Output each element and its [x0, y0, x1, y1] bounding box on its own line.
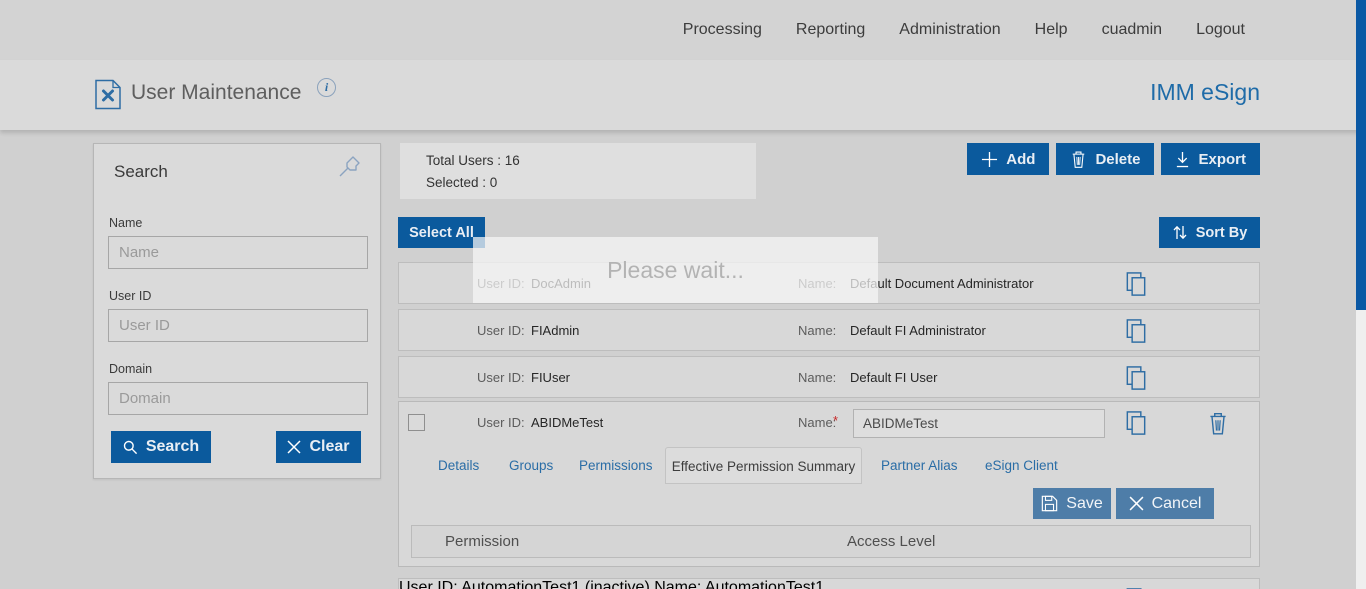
user-row-fiadmin[interactable]: User ID: FIAdmin Name: Default FI Admini…	[398, 309, 1260, 351]
tab-groups[interactable]: Groups	[509, 458, 554, 473]
name-value: Default FI User	[850, 370, 938, 385]
userid-label: User ID:	[477, 323, 525, 338]
domain-field-label: Domain	[109, 362, 153, 376]
tab-details[interactable]: Details	[438, 458, 480, 473]
userid-value: AutomationTest1 (inactive)	[461, 579, 650, 589]
column-permission: Permission	[445, 533, 520, 550]
name-edit-input[interactable]	[853, 409, 1105, 438]
userid-value: FIUser	[531, 370, 570, 385]
clear-button-label: Clear	[309, 438, 350, 455]
brand-logo: IMM eSign	[1150, 79, 1260, 105]
save-button-label: Save	[1066, 494, 1103, 512]
userid-value: FIAdmin	[531, 323, 580, 338]
info-icon[interactable]: i	[317, 78, 336, 97]
page-header: User Maintenance i IMM eSign	[0, 60, 1366, 130]
column-access-level: Access Level	[847, 533, 936, 550]
delete-button-label: Delete	[1095, 150, 1141, 168]
userid-value: ABIDMeTest	[531, 415, 604, 430]
trash-icon[interactable]	[1207, 411, 1229, 436]
name-value: AutomationTest1	[704, 579, 825, 589]
name-field-label: Name	[109, 216, 143, 230]
nav-help[interactable]: Help	[1034, 21, 1068, 38]
add-button[interactable]: Add	[967, 143, 1050, 175]
page-scrollbar[interactable]	[1356, 0, 1366, 589]
name-search-input[interactable]	[108, 236, 368, 269]
name-label: Name:	[798, 323, 837, 338]
required-asterisk: *	[833, 413, 839, 428]
nav-reporting[interactable]: Reporting	[795, 21, 866, 38]
please-wait-text: Please wait...	[607, 256, 744, 283]
domain-search-input[interactable]	[108, 382, 368, 415]
name-value: Default Document Administrator	[850, 276, 1034, 291]
userid-label: User ID:	[477, 415, 525, 430]
user-list-area: Total Users : 16 Selected : 0 Add Delete	[398, 130, 1260, 589]
page-title: User Maintenance	[131, 81, 302, 104]
cancel-x-icon	[1129, 496, 1144, 511]
clear-button[interactable]: Clear	[276, 431, 361, 463]
delete-button[interactable]: Delete	[1056, 143, 1155, 175]
top-navigation: Processing Reporting Administration Help…	[0, 0, 1366, 60]
tab-esign-client[interactable]: eSign Client	[985, 458, 1058, 473]
search-button-label: Search	[145, 438, 200, 455]
document-tools-icon	[95, 79, 121, 110]
name-label: Name:	[798, 415, 837, 430]
user-row-fiuser[interactable]: User ID: FIUser Name: Default FI User	[398, 356, 1260, 398]
sort-arrows-icon	[1173, 225, 1187, 240]
sort-by-button[interactable]: Sort By	[1159, 217, 1260, 248]
tab-effective-permission-summary[interactable]: Effective Permission Summary	[665, 447, 862, 484]
save-button[interactable]: Save	[1033, 488, 1111, 519]
plus-icon	[982, 151, 998, 167]
pin-icon[interactable]	[338, 154, 362, 178]
trash-icon	[1073, 151, 1085, 168]
download-icon	[1177, 151, 1189, 167]
cancel-button-label: Cancel	[1151, 494, 1202, 512]
name-value: Default FI Administrator	[850, 323, 986, 338]
search-panel: Search Name User ID Domain Search Clear	[93, 143, 381, 479]
select-all-button[interactable]: Select All	[398, 217, 485, 248]
name-label: Name:	[654, 579, 702, 589]
userid-search-input[interactable]	[108, 309, 368, 342]
nav-logout[interactable]: Logout	[1196, 21, 1245, 38]
summary-box: Total Users : 16 Selected : 0	[400, 143, 756, 199]
selected-count-text: Selected : 0	[426, 175, 498, 190]
userid-label: User ID:	[399, 579, 458, 589]
copy-icon[interactable]	[1123, 271, 1149, 298]
sort-by-label: Sort By	[1195, 224, 1248, 241]
export-button-label: Export	[1198, 150, 1246, 168]
userid-label: User ID:	[477, 370, 525, 385]
clear-x-icon	[287, 440, 302, 454]
list-action-buttons: Add Delete Export	[967, 143, 1260, 175]
save-floppy-icon	[1042, 495, 1058, 512]
scrollbar-thumb[interactable]	[1356, 0, 1366, 310]
search-panel-title: Search	[114, 162, 168, 181]
add-button-label: Add	[1006, 150, 1036, 168]
select-all-label: Select All	[409, 224, 474, 241]
user-detail-tabs: Details Groups Permissions Effective Per…	[399, 447, 1261, 484]
copy-icon[interactable]	[1123, 410, 1149, 437]
copy-icon[interactable]	[1123, 365, 1149, 392]
total-users-text: Total Users : 16	[426, 153, 520, 168]
user-row-abidmetest-expanded: User ID: ABIDMeTest Name: * Details Grou…	[398, 401, 1260, 567]
row-checkbox[interactable]	[408, 414, 425, 431]
tab-partner-alias[interactable]: Partner Alias	[881, 458, 958, 473]
name-label: Name:	[798, 370, 837, 385]
permission-table-header: Permission Access Level	[411, 525, 1251, 558]
cancel-button[interactable]: Cancel	[1116, 488, 1214, 519]
nav-cuadmin[interactable]: cuadmin	[1101, 21, 1163, 38]
copy-icon[interactable]	[1123, 318, 1149, 345]
top-menu: Processing Reporting Administration Help…	[683, 0, 1245, 60]
tab-permissions[interactable]: Permissions	[579, 458, 653, 473]
user-row-automationtest1[interactable]: User ID: AutomationTest1 (inactive) Name…	[398, 578, 1260, 589]
search-button[interactable]: Search	[111, 431, 211, 463]
nav-administration[interactable]: Administration	[899, 21, 1001, 38]
please-wait-overlay: Please wait...	[473, 237, 878, 303]
export-button[interactable]: Export	[1161, 143, 1260, 175]
nav-processing[interactable]: Processing	[682, 21, 762, 38]
search-icon	[123, 440, 137, 454]
userid-field-label: User ID	[109, 289, 152, 303]
